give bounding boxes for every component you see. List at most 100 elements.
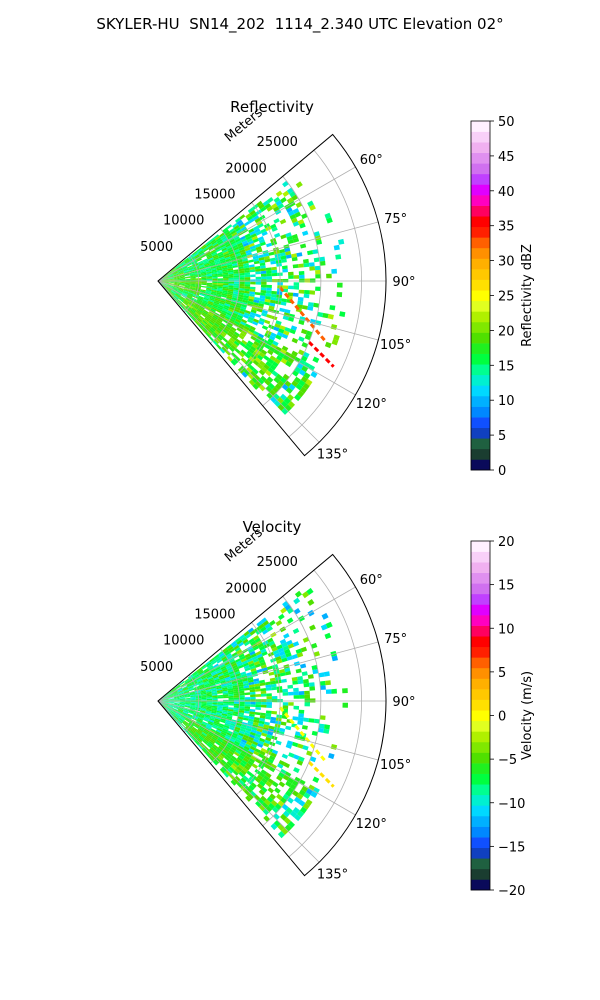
- echo-cell: [213, 331, 219, 338]
- echo-cell: [297, 743, 304, 749]
- echo-cell: [242, 736, 249, 742]
- echo-cell: [185, 260, 191, 264]
- echo-cell: [189, 271, 196, 274]
- echo-cell: [235, 675, 242, 679]
- echo-cell: [203, 297, 210, 301]
- echo-cell: [187, 294, 193, 298]
- echo-cell: [207, 676, 213, 680]
- echo-cell: [179, 716, 185, 721]
- echo-cell: [192, 314, 198, 320]
- echo-cell: [228, 691, 234, 695]
- echo-cell: [255, 338, 262, 344]
- echo-cell: [206, 693, 212, 696]
- echo-cell: [205, 252, 211, 256]
- echo-cell: [220, 311, 227, 316]
- echo-cell: [230, 721, 237, 725]
- echo-cell: [177, 689, 183, 692]
- line-echo: [278, 706, 328, 764]
- echo-cell: [236, 240, 242, 245]
- echo-cell: [226, 323, 232, 329]
- echo-cell: [270, 260, 277, 265]
- echo-cell: [258, 789, 266, 796]
- echo-cell: [223, 344, 229, 351]
- echo-cell: [219, 760, 225, 767]
- echo-cell: [244, 692, 251, 696]
- echo-cell: [299, 694, 305, 699]
- echo-cell: [216, 239, 223, 244]
- echo-cell: [233, 691, 240, 694]
- echo-cell: [324, 632, 332, 640]
- range-tick-label: 10000: [163, 214, 204, 229]
- echo-cell: [248, 264, 255, 268]
- echo-cell: [242, 748, 249, 753]
- echo-cell: [260, 664, 267, 669]
- echo-cell: [198, 324, 203, 330]
- echo-cell: [172, 690, 178, 694]
- colorbar-tick-label: 10: [498, 394, 515, 409]
- echo-cell: [307, 250, 314, 256]
- echo-cell: [248, 638, 255, 644]
- echo-cell: [233, 283, 240, 286]
- echo-cell: [185, 260, 191, 265]
- echo-cell: [201, 273, 207, 276]
- echo-cell: [252, 225, 259, 231]
- echo-cell: [249, 209, 256, 216]
- echo-cell: [191, 307, 197, 312]
- echo-cell: [214, 298, 221, 302]
- echo-cell: [166, 707, 171, 712]
- echo-cell: [303, 372, 311, 379]
- echo-cell: [285, 254, 292, 259]
- echo-cell: [217, 253, 224, 257]
- echo-cell: [200, 674, 207, 679]
- sector-outline: [157, 553, 387, 877]
- echo-cell: [187, 265, 193, 269]
- echo-cell: [212, 284, 218, 287]
- echo-cell: [211, 240, 217, 245]
- echo-cell: [238, 653, 245, 659]
- echo-cell: [201, 277, 207, 280]
- echo-cell: [177, 268, 183, 272]
- echo-cell: [209, 237, 215, 243]
- echo-cell: [217, 726, 224, 730]
- echo-cell: [225, 734, 232, 739]
- echo-cell: [214, 299, 220, 304]
- echo-cell: [265, 687, 272, 691]
- echo-cell: [277, 823, 285, 831]
- echo-cell: [195, 677, 202, 681]
- azimuth-tick-label: 75°: [384, 212, 407, 227]
- echo-cell: [232, 664, 238, 669]
- echo-cell: [212, 702, 218, 705]
- echo-cell: [207, 329, 214, 335]
- echo-cell: [263, 724, 270, 729]
- echo-cell: [241, 318, 248, 324]
- echo-cell: [305, 379, 313, 386]
- azimuth-grid-ray: [157, 700, 356, 816]
- echo-cell: [249, 269, 256, 273]
- echo-cell: [198, 262, 204, 266]
- echo-cell: [258, 740, 265, 746]
- echo-cell: [230, 676, 237, 681]
- echo-cell: [253, 738, 260, 744]
- echo-cell: [236, 660, 242, 665]
- echo-cell: [210, 754, 216, 761]
- echo-cell: [206, 695, 213, 698]
- echo-cell: [237, 244, 244, 249]
- echo-cell: [166, 707, 172, 711]
- echo-cell: [247, 318, 254, 324]
- echo-cell: [221, 310, 228, 314]
- colorbar-swatch: [471, 699, 490, 711]
- echo-cell: [167, 693, 173, 697]
- echo-cell: [272, 781, 279, 788]
- echo-cell: [281, 258, 287, 263]
- echo-cell: [223, 252, 230, 257]
- echo-cell: [291, 194, 299, 201]
- echo-cell: [223, 737, 230, 742]
- echo-cell: [238, 712, 244, 716]
- echo-cell: [185, 279, 191, 281]
- echo-cell: [197, 298, 203, 303]
- echo-cell: [244, 270, 250, 273]
- echo-cell: [196, 300, 202, 305]
- echo-cell: [255, 707, 261, 710]
- echo-cell: [283, 330, 290, 336]
- echo-cell: [162, 704, 167, 709]
